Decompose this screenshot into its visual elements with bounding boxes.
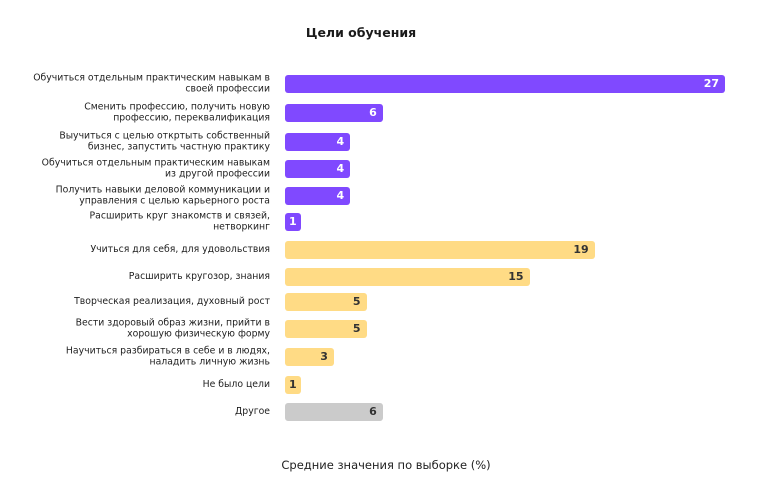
bar-value-label: 3 — [320, 350, 328, 363]
category-label-line1: Учиться для себя, для удовольствия — [90, 243, 270, 255]
bar-value-label: 5 — [352, 295, 361, 308]
bar: 1 — [285, 376, 302, 394]
category-label-line1: Расширить круг знакомств и связей, — [89, 210, 270, 222]
category-label: Расширить круг знакомств и связей, нетвор… — [10, 210, 270, 233]
category-label: Научиться разбираться в себе и в людях, н… — [10, 345, 271, 368]
bar: 1 — [285, 213, 302, 231]
category-label: Творческая реализация, духовный рост — [10, 295, 270, 308]
category-label-line2: нетворкинг — [213, 221, 270, 232]
category-label-line1: Сменить профессию, получить новую — [84, 101, 270, 113]
bar: 15 — [285, 268, 530, 286]
category-label-line1: Другое — [235, 405, 270, 417]
category-label-line1: Творческая реализация, духовный рост — [74, 295, 270, 307]
bar: 6 — [285, 403, 383, 421]
bar-value-label: 1 — [289, 378, 297, 391]
category-label: Обучиться отдельным практическим навыкам… — [10, 72, 270, 95]
category-label-line2: своей профессии — [185, 83, 270, 94]
category-label: Вести здоровый образ жизни, прийти в хоро… — [10, 317, 270, 340]
bar: 27 — [285, 75, 726, 93]
category-label: Другое — [10, 405, 270, 418]
bar-value-label: 6 — [369, 405, 377, 418]
category-label-line1: Научиться разбираться в себе и в людях, — [65, 345, 270, 357]
bar: 3 — [285, 348, 334, 366]
category-label: Сменить профессию, получить новую професс… — [10, 101, 270, 124]
x-axis-label: Средние значения по выборке (%) — [281, 458, 491, 472]
category-label: Получить навыки деловой коммуникации и уп… — [10, 184, 270, 207]
bar-value-label: 4 — [336, 189, 345, 202]
category-label-line1: Выучиться с целью откртыть собственный — [59, 130, 270, 142]
category-label-line1: Получить навыки деловой коммуникации и — [55, 184, 270, 196]
category-label-line2: управления с целью карьерного роста — [79, 195, 270, 206]
bar: 4 — [285, 160, 351, 178]
bar-row: Сменить профессию, получить новую професс… — [0, 99, 760, 127]
bar-value-label: 15 — [508, 270, 524, 283]
category-label-line1: Обучиться отдельным практическим навыкам… — [33, 72, 270, 84]
category-label: Не было цели — [10, 378, 270, 391]
bar: 5 — [285, 293, 367, 311]
bar-value-label: 27 — [703, 77, 720, 90]
bar-row: Расширить круг знакомств и связей, нетвор… — [0, 208, 760, 236]
category-label: Расширить кругозор, знания — [10, 270, 270, 283]
category-label: Выучиться с целью откртыть собственный би… — [10, 130, 270, 153]
category-label-line2: из другой профессии — [165, 168, 270, 179]
bar-value-label: 4 — [336, 162, 345, 175]
category-label-line2: хорошую физическую форму — [127, 328, 270, 339]
bar: 5 — [285, 320, 367, 338]
bar-row: Получить навыки деловой коммуникации и уп… — [0, 182, 760, 210]
bar-value-label: 6 — [369, 106, 377, 119]
bar-row: Выучиться с целью откртыть собственный би… — [0, 128, 760, 156]
bar-row: Научиться разбираться в себе и в людях, н… — [0, 343, 760, 371]
category-label: Учиться для себя, для удовольствия — [10, 243, 270, 256]
bar-row: Учиться для себя, для удовольствия 19 — [0, 236, 760, 264]
bar-value-label: 5 — [352, 322, 361, 335]
bar-row: Обучиться отдельным практическим навыкам… — [0, 70, 760, 98]
category-label-line1: Вести здоровый образ жизни, прийти в — [75, 317, 270, 329]
category-label-line1: Обучиться отдельным практическим навыкам — [41, 157, 270, 169]
category-label-line2: профессию, переквалификация — [113, 112, 270, 123]
category-label-line2: наладить личную жизнь — [149, 356, 271, 367]
bar-value-label: 19 — [573, 243, 589, 256]
category-label-line1: Расширить кругозор, знания — [128, 270, 270, 282]
bar: 6 — [285, 104, 383, 122]
bar: 4 — [285, 133, 351, 151]
category-label: Обучиться отдельным практическим навыкам… — [10, 157, 270, 180]
category-label-line2: бизнес, запустить частную практику — [87, 141, 270, 152]
bar-value-label: 1 — [289, 215, 297, 228]
bar-row: Вести здоровый образ жизни, прийти в хоро… — [0, 315, 760, 343]
bar-value-label: 4 — [336, 135, 345, 148]
bar-row: Не было цели 1 — [0, 371, 760, 399]
bar-row: Обучиться отдельным практическим навыкам… — [0, 155, 760, 183]
bar: 19 — [285, 241, 595, 259]
category-label-line1: Не было цели — [202, 378, 270, 390]
bar: 4 — [285, 187, 351, 205]
chart-title: Цели обучения — [305, 25, 417, 40]
bar-row: Расширить кругозор, знания 15 — [0, 263, 760, 291]
bar-row: Творческая реализация, духовный рост 5 — [0, 288, 760, 316]
bar-row: Другое 6 — [0, 398, 760, 426]
